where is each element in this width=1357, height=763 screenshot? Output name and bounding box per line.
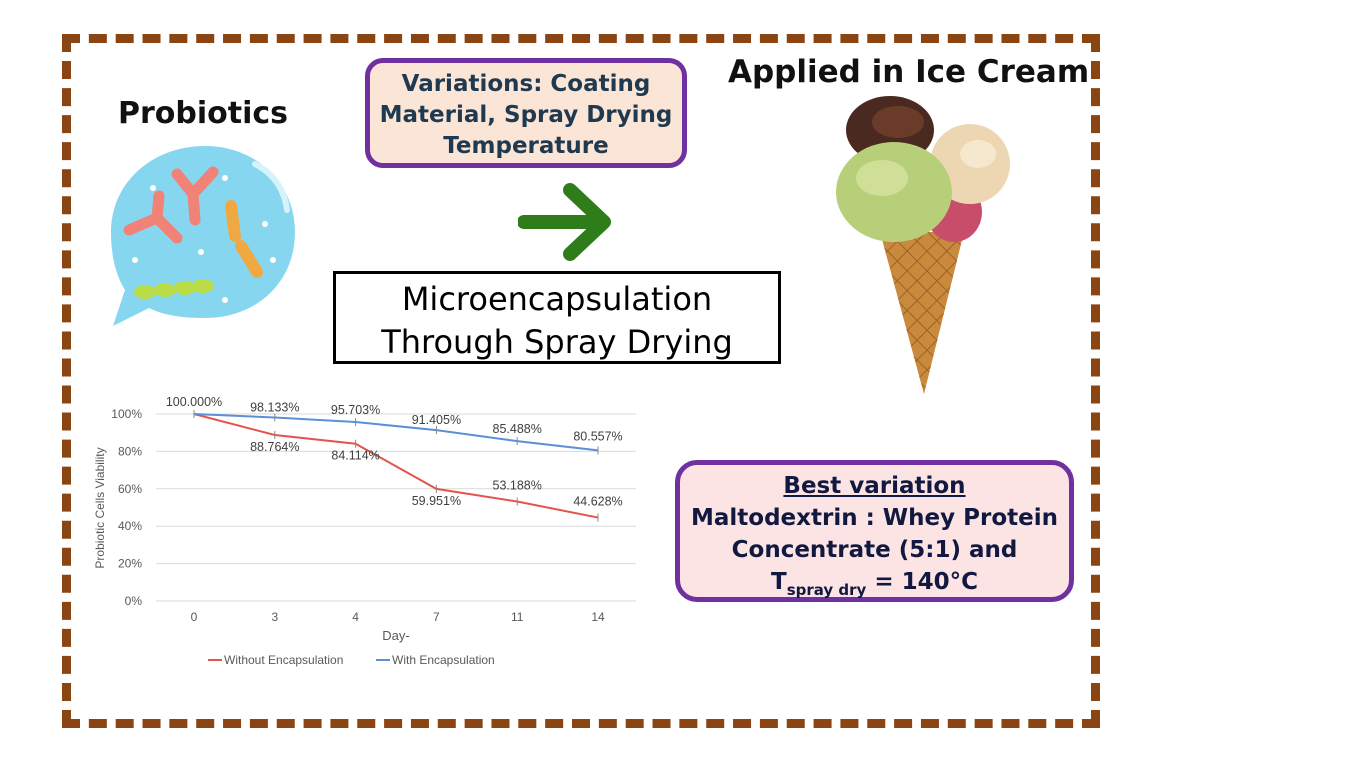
ice-cream-cone-icon [836,96,1010,394]
temperature-symbol: T [770,569,787,595]
bacteria-bubble-icon [111,146,295,326]
y-tick-label: 80% [118,444,142,458]
y-axis-label: Probiotic Cells Viability [93,447,107,568]
data-label: 88.764% [250,440,299,454]
data-label: 80.557% [573,429,622,443]
variations-line-2: Material, Spray Drying [379,102,673,128]
best-line-2: Concentrate (5:1) and [731,537,1018,563]
x-tick-label: 4 [352,610,359,624]
y-tick-label: 20% [118,557,142,571]
data-label: 84.114% [331,449,379,463]
legend-label: With Encapsulation [392,653,495,667]
icecream-title: Applied in Ice Cream [728,54,1090,90]
best-line-3: Tspray dry = 140°C [680,566,1069,606]
right-arrow-icon [518,183,611,261]
variations-line-1: Variations: Coating [401,71,651,97]
y-tick-label: 40% [118,519,142,533]
series-line-with-encapsulation [193,413,599,452]
probiotics-title: Probiotics [118,96,289,131]
x-axis-label: Day- [382,628,409,643]
legend-label: Without Encapsulation [224,653,343,667]
best-line-1: Maltodextrin : Whey Protein [691,505,1058,531]
best-heading: Best variation [783,473,966,499]
data-label: 100.000% [166,395,222,409]
temperature-value: = 140°C [866,569,979,595]
y-tick-label: 60% [118,482,142,496]
data-label: 95.703% [331,403,380,417]
best-variation-box: Best variation Maltodextrin : Whey Prote… [675,460,1074,602]
data-label: 91.405% [412,413,461,427]
micro-line-2: Through Spray Drying [381,323,733,361]
chart-legend: Without Encapsulation With Encapsulation [208,653,495,667]
dashed-frame [62,34,1100,728]
series-line-without-encapsulation [193,413,599,519]
data-label: 59.951% [412,494,461,508]
y-tick-label: 100% [111,407,142,421]
microencapsulation-box: Microencapsulation Through Spray Drying [333,271,781,364]
viability-chart: 0% 20% 40% 60% 80% 100% 0 3 4 7 11 14 100.000% 88.7… [93,395,636,667]
x-tick-label: 3 [271,610,278,624]
x-tick-label: 11 [511,610,524,624]
data-label: 85.488% [493,422,542,436]
data-label: 53.188% [493,479,542,493]
variations-line-3: Temperature [443,133,609,159]
x-tick-label: 7 [433,610,440,624]
x-tick-label: 14 [591,610,605,624]
x-tick-label: 0 [191,610,198,624]
data-label: 44.628% [573,495,622,509]
variations-box: Variations: Coating Material, Spray Dryi… [365,58,687,168]
y-tick-label: 0% [125,594,143,608]
micro-line-1: Microencapsulation [401,280,713,318]
temperature-subscript: spray dry [786,581,867,599]
data-label: 98.133% [250,400,299,414]
